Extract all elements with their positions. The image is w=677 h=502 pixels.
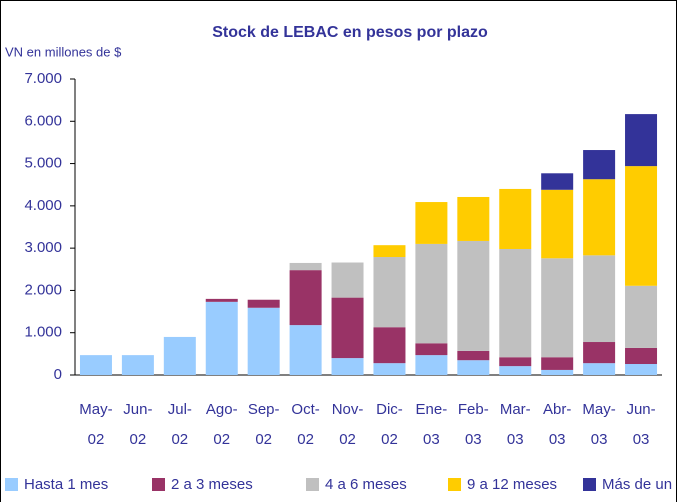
bar-segment [121,355,154,375]
x-tick-label: Sep- [248,401,280,418]
bar-segment [625,347,658,365]
bar-segment [205,301,238,375]
legend-swatch [5,478,18,491]
x-tick-label: May- [582,401,615,418]
legend-label: Hasta 1 mes [24,476,108,493]
bar-segment [499,248,532,358]
x-tick-label: Oct- [291,401,319,418]
bar-segment [457,360,490,375]
bar-segment [541,357,574,370]
bar-segment [625,114,658,167]
bar-segment [499,357,532,367]
bar-segment [247,307,280,375]
y-tick-label: 7.000 [24,70,62,87]
bar-segment [625,285,658,348]
bar-segment [415,243,448,344]
x-tick-label: 03 [423,431,440,448]
bar-segment [583,150,616,180]
y-tick-label: 5.000 [24,155,62,172]
bar-segment [331,262,364,298]
x-tick-label: 03 [465,431,482,448]
y-tick-label: 3.000 [24,239,62,256]
x-tick-label: 02 [213,431,230,448]
x-tick-label: Jun- [626,401,655,418]
x-tick-label: 02 [339,431,356,448]
x-tick-label: 02 [171,431,188,448]
legend-swatch [448,478,461,491]
bar-segment [499,366,532,375]
x-tick-label: Jul- [168,401,192,418]
bar-segment [289,325,322,375]
legend-label: Más de un año [602,476,677,493]
y-axis-label: VN en millones de $ [5,44,122,59]
bar-segment [541,189,574,259]
legend-swatch [152,478,165,491]
bar-segment [583,363,616,375]
x-tick-label: May- [79,401,112,418]
chart-title: Stock de LEBAC en pesos por plazo [212,24,488,41]
x-tick-label: 02 [130,431,147,448]
y-tick-label: 0 [54,366,62,383]
legend-label: 2 a 3 meses [171,476,253,493]
legend-label: 9 a 12 meses [467,476,557,493]
bar-segment [247,299,280,308]
bar-segment [415,343,448,356]
bar-segment [541,173,574,190]
legend-swatch [583,478,596,491]
x-tick-label: 02 [297,431,314,448]
bar-segment [583,179,616,256]
x-tick-label: Mar- [500,401,531,418]
bar-segment [331,297,364,359]
x-tick-label: Abr- [543,401,571,418]
x-tick-label: 02 [255,431,272,448]
bar-segment [373,257,406,328]
bar-segment [289,270,322,326]
x-tick-label: 02 [88,431,105,448]
bar-segment [373,363,406,375]
bar-segment [79,355,112,375]
bar-segment [625,364,658,375]
bar-segment [583,342,616,364]
bar-segment [289,262,322,271]
x-tick-label: 02 [381,431,398,448]
x-tick-label: Nov- [332,401,364,418]
bar-segment [331,358,364,375]
bar-segment [415,355,448,375]
bar-segment [625,166,658,286]
x-tick-label: Ene- [416,401,448,418]
x-tick-label: 03 [507,431,524,448]
x-tick-label: 03 [591,431,608,448]
x-tick-label: Dic- [376,401,403,418]
bar-segment [499,188,532,249]
x-tick-label: 03 [549,431,566,448]
y-tick-label: 4.000 [24,197,62,214]
x-tick-label: 03 [633,431,650,448]
bar-segment [457,196,490,241]
bar-segment [583,255,616,343]
y-tick-label: 1.000 [24,324,62,341]
legend-label: 4 a 6 meses [325,476,407,493]
y-tick-label: 2.000 [24,281,62,298]
x-tick-label: Feb- [458,401,489,418]
bar-segment [163,336,196,375]
x-tick-label: Jun- [123,401,152,418]
bar-segment [457,350,490,361]
bar-segment [541,369,574,375]
bar-segment [457,240,490,351]
legend-swatch [306,478,319,491]
y-tick-label: 6.000 [24,112,62,129]
bar-segment [373,327,406,364]
bar-segment [541,258,574,358]
x-tick-label: Ago- [206,401,238,418]
bar-segment [205,298,238,302]
bar-segment [373,245,406,258]
bar-segment [415,202,448,244]
